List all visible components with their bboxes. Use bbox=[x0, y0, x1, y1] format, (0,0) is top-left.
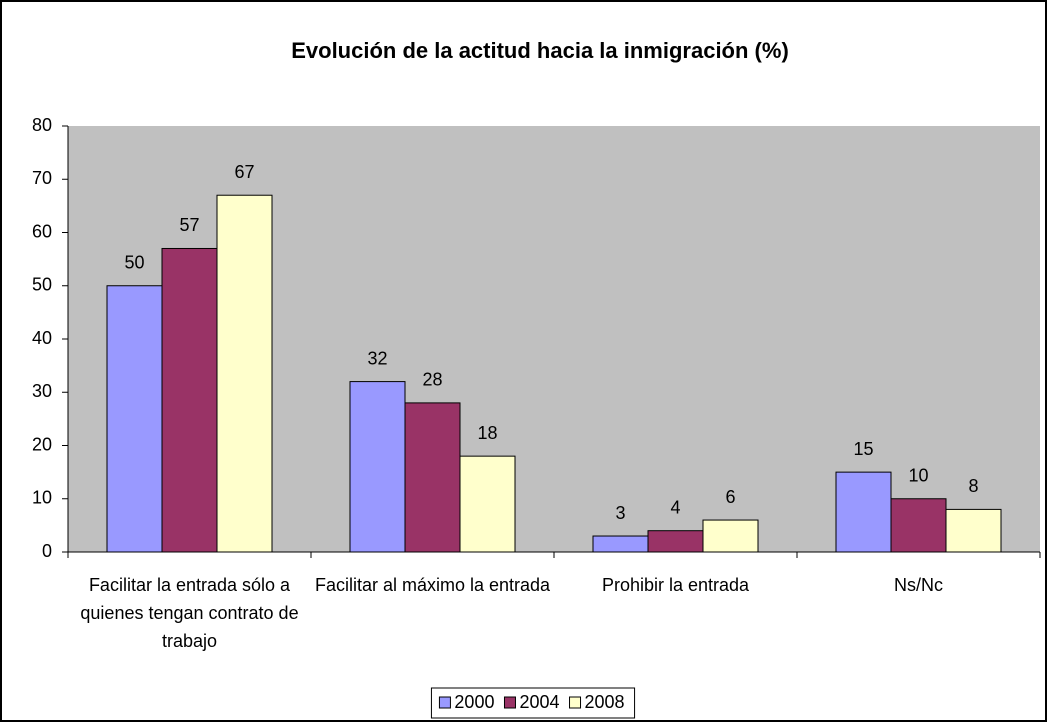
y-tick-label: 30 bbox=[32, 381, 52, 401]
data-label: 57 bbox=[179, 215, 199, 235]
y-tick-label: 60 bbox=[32, 221, 52, 241]
bar bbox=[702, 519, 759, 553]
data-label: 50 bbox=[124, 253, 144, 273]
bar bbox=[216, 194, 273, 553]
data-label: 6 bbox=[725, 487, 735, 507]
data-label: 10 bbox=[908, 466, 928, 486]
y-tick-label: 80 bbox=[32, 115, 52, 135]
bar bbox=[835, 471, 892, 553]
data-label: 28 bbox=[422, 370, 442, 390]
bar bbox=[161, 247, 218, 553]
legend-label: 2004 bbox=[519, 692, 559, 712]
y-tick-label: 0 bbox=[42, 541, 52, 561]
bar bbox=[106, 285, 163, 553]
bar bbox=[647, 530, 704, 553]
legend-label: 2008 bbox=[585, 692, 625, 712]
data-label: 67 bbox=[234, 162, 254, 182]
x-tick-label: Ns/Nc bbox=[894, 575, 943, 595]
data-label: 4 bbox=[670, 497, 680, 517]
bar bbox=[890, 498, 947, 553]
x-tick-label: Prohibir la entrada bbox=[602, 575, 750, 595]
legend-label: 2000 bbox=[454, 692, 494, 712]
bar bbox=[459, 455, 516, 553]
bar bbox=[349, 381, 406, 553]
y-tick-label: 40 bbox=[32, 328, 52, 348]
data-label: 18 bbox=[477, 423, 497, 443]
y-tick-label: 20 bbox=[32, 434, 52, 454]
x-tick-label: Facilitar al máximo la entrada bbox=[315, 575, 551, 595]
bar bbox=[404, 402, 461, 553]
legend-swatch bbox=[503, 696, 516, 709]
data-label: 32 bbox=[367, 348, 387, 368]
data-label: 8 bbox=[968, 476, 978, 496]
y-tick-label: 50 bbox=[32, 275, 52, 295]
legend-swatch bbox=[438, 696, 451, 709]
data-label: 15 bbox=[853, 439, 873, 459]
y-tick-label: 70 bbox=[32, 168, 52, 188]
bar bbox=[592, 535, 649, 553]
data-label: 3 bbox=[615, 503, 625, 523]
y-tick-label: 10 bbox=[32, 488, 52, 508]
x-tick-label: Facilitar la entrada sólo a quienes tenga… bbox=[80, 575, 298, 651]
legend-box bbox=[430, 687, 636, 719]
legend-swatch bbox=[569, 696, 582, 709]
bar bbox=[945, 508, 1002, 553]
chart-title: Evolución de la actitud hacia la inmigra… bbox=[291, 38, 789, 63]
